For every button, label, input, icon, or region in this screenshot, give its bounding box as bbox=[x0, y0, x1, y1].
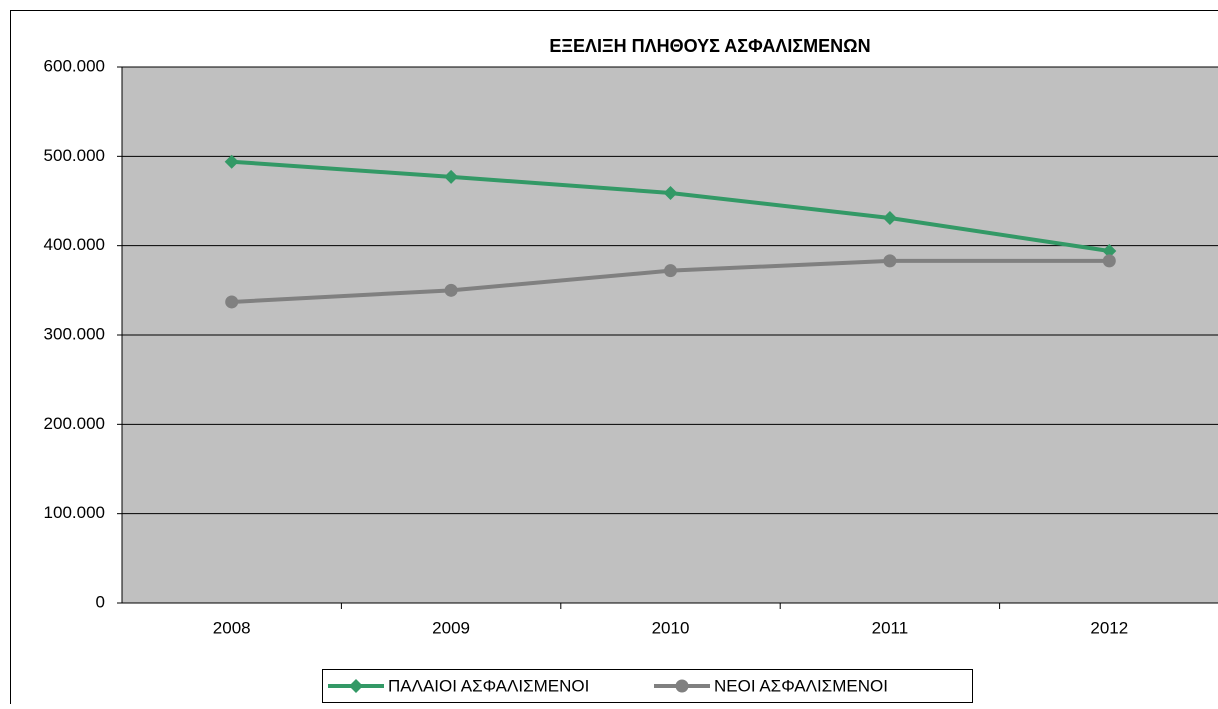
x-tick-label: 2010 bbox=[652, 618, 690, 637]
legend-label: ΠΑΛΑΙΟΙ ΑΣΦΑΛΙΣΜΕΝΟΙ bbox=[388, 676, 589, 695]
legend-marker bbox=[676, 680, 689, 693]
y-tick-label: 200.000 bbox=[44, 414, 105, 433]
y-tick-label: 600.000 bbox=[44, 56, 105, 75]
y-tick-label: 500.000 bbox=[44, 146, 105, 165]
x-tick-label: 2008 bbox=[213, 618, 251, 637]
data-point bbox=[883, 254, 896, 267]
data-point bbox=[1103, 254, 1116, 267]
chart-title: ΕΞΕΛΙΞΗ ΠΛΗΘΟΥΣ ΑΣΦΑΛΙΣΜΕΝΩΝ bbox=[549, 36, 870, 56]
y-tick-label: 100.000 bbox=[44, 503, 105, 522]
x-tick-label: 2011 bbox=[872, 618, 909, 637]
legend-label: ΝΕΟΙ ΑΣΦΑΛΙΣΜΕΝΟΙ bbox=[714, 676, 888, 695]
y-tick-label: 400.000 bbox=[44, 235, 105, 254]
y-tick-label: 300.000 bbox=[44, 324, 105, 343]
data-point bbox=[664, 264, 677, 277]
data-point bbox=[445, 284, 458, 297]
x-tick-label: 2009 bbox=[432, 618, 470, 637]
y-tick-label: 0 bbox=[96, 592, 105, 611]
data-point bbox=[225, 295, 238, 308]
x-tick-label: 2012 bbox=[1090, 618, 1128, 637]
